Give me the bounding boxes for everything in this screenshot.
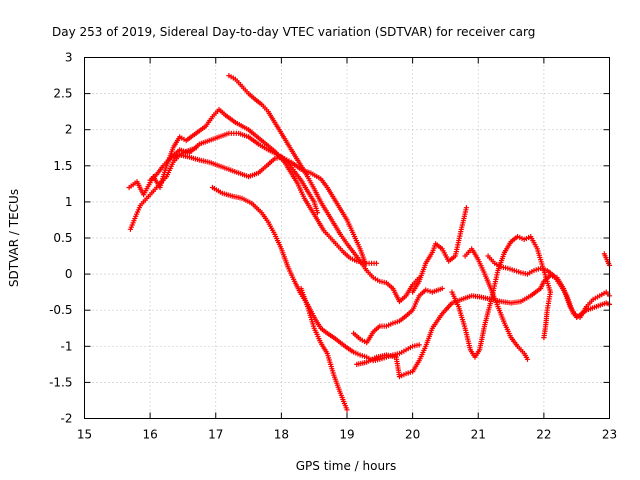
y-tick-label: 1.5 — [53, 159, 72, 173]
series-track-10 — [410, 205, 469, 295]
chart-title: Day 253 of 2019, Sidereal Day-to-day VTE… — [52, 25, 535, 39]
y-axis-label: SDTVAR / TECUs — [7, 189, 21, 287]
series-track-1 — [126, 106, 380, 266]
series-track-7 — [298, 285, 350, 413]
x-tick-label: 19 — [339, 428, 354, 442]
series-track-5 — [127, 145, 199, 232]
y-tick-label: 2 — [65, 123, 73, 137]
axis-ticks — [84, 57, 610, 419]
data-point — [416, 342, 422, 348]
data-point — [439, 285, 445, 292]
series-track-8 — [351, 285, 445, 346]
y-tick-label: 2.5 — [53, 87, 72, 101]
x-tick-label: 15 — [77, 428, 92, 442]
axis-tick-labels: 15 16 17 18 19 20 21 22 23 3 2.5 2 1.5 1 0.5 0 -0.5 -1 -1.… — [49, 51, 617, 442]
series-track-4 — [147, 152, 321, 216]
x-tick-label: 16 — [142, 428, 157, 442]
y-tick-label: -2 — [61, 412, 73, 426]
series-track-14 — [601, 251, 613, 268]
series-track-12 — [462, 246, 531, 362]
x-tick-label: 18 — [274, 428, 289, 442]
y-tick-label: -1 — [61, 339, 73, 353]
data-point — [541, 335, 547, 341]
data-point — [362, 260, 368, 266]
series-track-2 — [226, 73, 422, 305]
x-tick-label: 17 — [208, 428, 223, 442]
data-point — [373, 260, 380, 266]
series-track-11 — [449, 234, 553, 360]
y-tick-label: -0.5 — [49, 303, 72, 317]
data-point — [344, 407, 350, 413]
x-axis-label: GPS time / hours — [296, 459, 397, 473]
y-tick-label: 0.5 — [53, 231, 72, 245]
x-tick-label: 22 — [536, 428, 551, 442]
y-tick-label: 3 — [65, 51, 73, 65]
x-tick-label: 20 — [405, 428, 420, 442]
y-tick-label: 0 — [65, 267, 73, 281]
grid-lines — [84, 57, 610, 419]
data-point — [463, 205, 469, 211]
data-point — [193, 145, 199, 151]
x-tick-label: 21 — [471, 428, 486, 442]
series-track-13 — [485, 253, 613, 320]
x-tick-label: 23 — [602, 428, 617, 442]
y-tick-label: 1 — [65, 195, 73, 209]
y-tick-label: -1.5 — [49, 375, 72, 389]
data-point — [524, 356, 531, 362]
data-series — [126, 73, 613, 413]
data-point — [314, 210, 321, 216]
